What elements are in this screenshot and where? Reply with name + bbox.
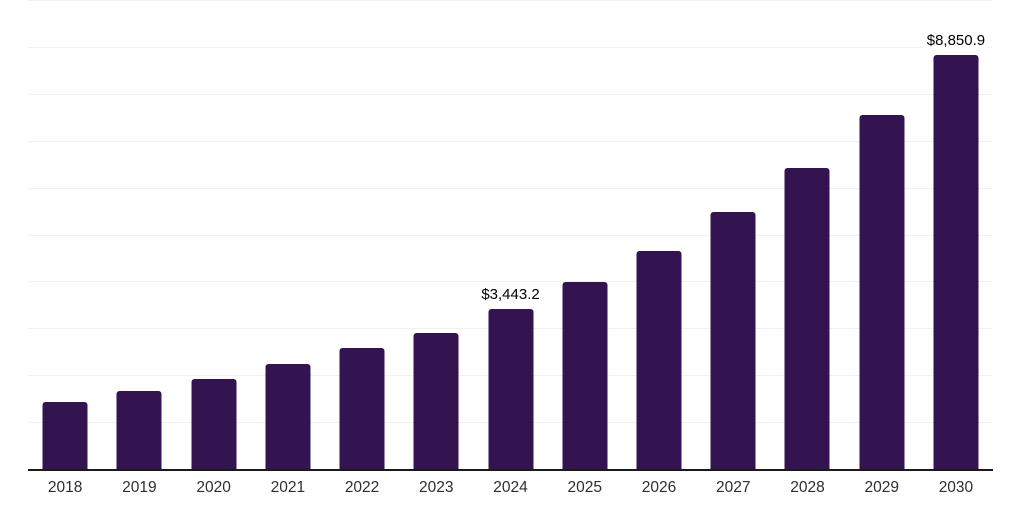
x-axis-labels: 2018 2019 2020 2021 2022 2023 2024 2025 2026 2027… [28, 478, 993, 498]
gridline [28, 140, 993, 142]
x-axis-label-2021: 2021 [270, 479, 306, 496]
x-axis-label-2028: 2028 [790, 479, 825, 496]
x-axis-label-2020: 2020 [196, 479, 231, 496]
bar-2018 [42, 402, 88, 470]
bar-slot-2029 [845, 1, 919, 470]
x-axis-label-2026: 2026 [641, 479, 677, 496]
bar-slot-2028 [770, 1, 844, 470]
plot-area: $3,443.2 $8,850.9 [28, 0, 993, 471]
bar-2020 [191, 379, 237, 470]
x-axis-label-2025: 2025 [567, 479, 602, 496]
bar-slot-2024: $3,443.2 [473, 1, 547, 470]
bar-slot-2020 [176, 1, 250, 470]
bar-2027 [710, 212, 756, 470]
bar-slot-2022 [325, 1, 399, 470]
x-axis-line [28, 469, 993, 471]
gridline [28, 187, 993, 189]
bar-2021 [265, 364, 311, 470]
bar-2019 [116, 390, 162, 470]
bar-2025 [562, 281, 608, 470]
bar-2022 [339, 348, 385, 470]
gridline [28, 281, 993, 283]
gridline [28, 0, 993, 1]
x-axis-label-2027: 2027 [715, 479, 751, 496]
x-axis-label-2030: 2030 [938, 479, 974, 496]
bar-slot-2021 [251, 1, 325, 470]
x-axis-label-2023: 2023 [419, 479, 454, 496]
gridline [28, 46, 993, 48]
bar-slot-2019 [102, 1, 176, 470]
x-axis-label-2019: 2019 [122, 479, 157, 496]
x-axis-label-2018: 2018 [47, 479, 83, 496]
bar-2029 [859, 114, 905, 470]
bar-2026 [636, 250, 682, 470]
bar-slot-2018 [28, 1, 102, 470]
x-axis-label-2024: 2024 [493, 479, 528, 496]
bars-row: $3,443.2 $8,850.9 [28, 1, 993, 470]
bar-2024 [488, 308, 534, 470]
x-axis-label-2022: 2022 [344, 479, 380, 496]
data-label-2024: $3,443.2 [479, 285, 542, 304]
data-label-2030: $8,850.9 [924, 31, 988, 50]
bar-slot-2027 [696, 1, 770, 470]
bar-2030 [933, 54, 979, 470]
gridline [28, 93, 993, 95]
bar-2023 [413, 333, 459, 470]
bar-slot-2026 [622, 1, 696, 470]
bar-slot-2025 [548, 1, 622, 470]
x-axis-label-2029: 2029 [864, 479, 899, 496]
bar-slot-2023 [399, 1, 473, 470]
gridline [28, 234, 993, 236]
bar-slot-2030: $8,850.9 [919, 1, 993, 470]
bar-2028 [784, 167, 830, 470]
